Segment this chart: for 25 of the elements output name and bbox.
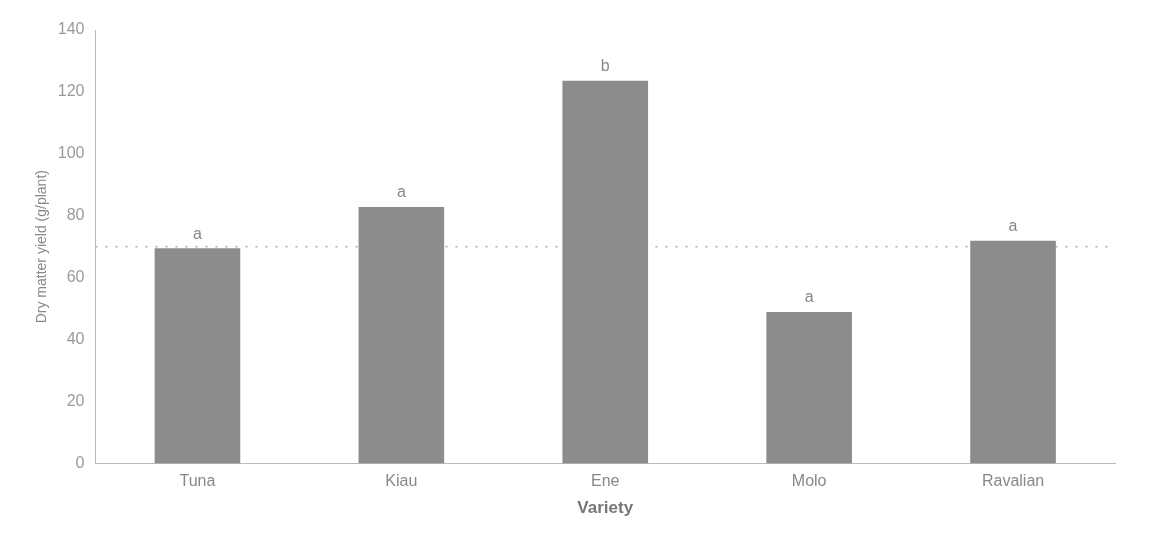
y-tick-label: 140: [57, 20, 85, 38]
x-tick-label: Ravalian: [981, 472, 1045, 490]
data-label: a: [804, 288, 814, 306]
x-axis-title: Variety: [577, 498, 634, 518]
data-label: a: [396, 183, 406, 201]
data-label: a: [1008, 217, 1018, 235]
bar: [970, 240, 1056, 464]
data-label: b: [600, 57, 610, 75]
y-tick-label: 120: [57, 82, 85, 100]
y-tick-label: 40: [66, 329, 85, 347]
y-tick-label: 80: [66, 206, 85, 224]
x-tick-label: Ene: [591, 472, 620, 490]
y-tick-label: 100: [57, 144, 85, 162]
x-tick-label: Molo: [791, 472, 827, 490]
y-tick-label: 20: [66, 391, 85, 409]
y-tick-label: 60: [66, 268, 85, 286]
x-tick-label: Tuna: [179, 472, 216, 490]
bar: [358, 207, 445, 464]
bar: [154, 248, 241, 464]
y-tick-label: 0: [75, 453, 85, 471]
data-label: a: [192, 224, 202, 242]
y-axis-title: Dry matter yield (g/plant): [33, 170, 50, 324]
x-tick-label: Kiau: [385, 472, 418, 490]
bar: [766, 312, 852, 464]
bar: [562, 80, 649, 464]
